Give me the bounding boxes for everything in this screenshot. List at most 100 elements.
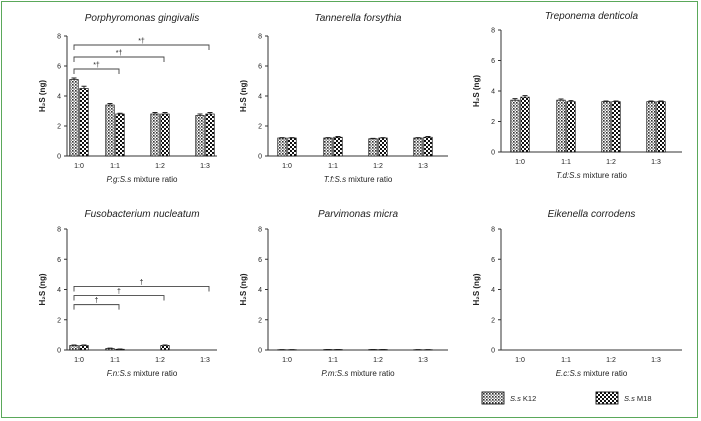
y-tick-label: 0	[258, 348, 262, 355]
chart-title: Treponema denticola	[545, 11, 639, 22]
error-bar	[71, 77, 77, 80]
chart-title: Eikenella corrodens	[548, 209, 636, 220]
y-tick-label: 2	[258, 317, 262, 324]
y-tick-label: 2	[491, 317, 495, 324]
significance-label: *†	[116, 50, 123, 57]
x-tick-label: 1:3	[200, 163, 210, 170]
error-bar	[207, 112, 213, 114]
error-bar	[81, 85, 87, 89]
x-tick-label: 1:0	[515, 357, 525, 364]
x-tick-label: 1:2	[373, 163, 383, 170]
y-tick-label: 6	[258, 64, 262, 71]
x-tick-label: 1:2	[373, 357, 383, 364]
error-bar	[658, 100, 664, 102]
x-tick-label: 1:3	[200, 357, 210, 364]
x-tick-label: 1:1	[328, 163, 338, 170]
y-tick-label: 0	[258, 154, 262, 161]
significance-label: *†	[93, 62, 100, 69]
y-tick-label: 0	[491, 348, 495, 355]
x-tick-label: 1:1	[328, 357, 338, 364]
significance-bracket	[73, 44, 210, 50]
x-tick-label: 1:0	[74, 357, 84, 364]
x-axis-label: T.d:S.s mixture ratio	[556, 171, 627, 180]
bar-s-s-m18-1-3	[656, 101, 666, 153]
y-tick-label: 4	[491, 89, 495, 96]
y-tick-label: 4	[258, 94, 262, 101]
y-tick-label: 0	[57, 154, 61, 161]
error-bar	[603, 100, 609, 102]
significance-bracket	[73, 304, 120, 310]
error-bar	[162, 112, 168, 114]
bar-s-s-m18-1-2	[611, 101, 621, 153]
bar-s-s-m18-1-3	[423, 136, 433, 157]
error-bar	[522, 95, 528, 98]
chart-parvimonas-micra: Parvimonas micra 0 2 4 6 8 H₂S (ng) 1:0 1:1 1:2 1:…	[239, 209, 448, 378]
significance-bracket	[73, 295, 165, 301]
y-tick-label: 4	[491, 287, 495, 294]
bar-s-s-m18-1-2	[160, 345, 170, 351]
y-tick-label: 2	[57, 317, 61, 324]
significance-bracket	[73, 56, 165, 62]
bar-s-s-m18-1-3	[205, 113, 215, 157]
bar-s-s-m18-1-1	[115, 113, 125, 157]
y-tick-label: 6	[57, 64, 61, 71]
y-axis-label: H₂S (ng)	[38, 273, 47, 305]
y-axis-label: H₂S (ng)	[38, 80, 47, 112]
bar-s-s-k12-1-0	[69, 79, 79, 157]
x-tick-label: 1:2	[155, 163, 165, 170]
bar-s-s-k12-1-1	[323, 137, 333, 157]
legend-item-s-s-m18: S.s M18	[595, 391, 652, 405]
x-tick-label: 1:0	[74, 163, 84, 170]
y-tick-label: 6	[491, 58, 495, 65]
bar-s-s-k12-1-1	[105, 348, 115, 351]
error-bar	[107, 103, 113, 105]
x-tick-label: 1:0	[515, 159, 525, 166]
y-tick-label: 8	[57, 34, 61, 41]
significance-label: †	[117, 289, 121, 296]
chart-eikenella-corrodens: Eikenella corrodens 0 2 4 6 8 H₂S (ng) 1:0 1:1 1:…	[472, 209, 682, 378]
bar-s-s-k12-1-1	[105, 104, 115, 157]
x-tick-label: 1:3	[651, 159, 661, 166]
legend: S.s K12 S.s M18	[481, 391, 652, 405]
bar-s-s-m18-1-0	[520, 96, 530, 153]
y-axis-label: H₂S (ng)	[472, 75, 481, 107]
x-tick-label: 1:3	[418, 357, 428, 364]
bar-s-s-m18-1-2	[160, 113, 170, 157]
chart-tannerella-forsythia: Tannerella forsythia 0 2 4 6 8 H₂S (ng) 1:0 1:1 1…	[239, 13, 448, 184]
bar-s-s-m18-1-0	[287, 137, 297, 157]
y-tick-label: 6	[57, 257, 61, 264]
error-bar	[425, 136, 431, 138]
bar-s-s-k12-1-1	[556, 99, 566, 153]
x-tick-label: 1:0	[282, 163, 292, 170]
y-axis-label: H₂S (ng)	[472, 273, 481, 305]
x-tick-label: 1:2	[606, 159, 616, 166]
legend-label: S.s K12	[510, 394, 536, 403]
bar-s-s-k12-1-2	[368, 138, 378, 157]
x-axis-label: P.g:S.s mixture ratio	[107, 175, 179, 184]
chart-fusobacterium-nucleatum: Fusobacterium nucleatum 0 2 4 6 8 H₂S (ng) 1:0 1…	[38, 209, 217, 378]
legend-swatch	[595, 391, 619, 405]
error-bar	[613, 100, 619, 102]
bar-s-s-k12-1-2	[150, 113, 160, 157]
y-tick-label: 6	[258, 257, 262, 264]
bar-s-s-k12-1-0	[69, 345, 79, 351]
x-tick-label: 1:1	[110, 357, 120, 364]
y-axis-label: H₂S (ng)	[239, 80, 248, 112]
x-tick-label: 1:1	[110, 163, 120, 170]
y-tick-label: 4	[57, 287, 61, 294]
legend-item-s-s-k12: S.s K12	[481, 391, 536, 405]
x-tick-label: 1:1	[561, 159, 571, 166]
y-tick-label: 2	[491, 119, 495, 126]
x-axis-label: P.m:S.s mixture ratio	[321, 369, 395, 378]
chart-treponema-denticola: Treponema denticola 0 2 4 6 8 H₂S (ng) 1:0 1:1 1:…	[472, 11, 682, 180]
y-tick-label: 8	[491, 227, 495, 234]
error-bar	[152, 112, 158, 114]
bar-s-s-m18-1-0	[79, 88, 89, 157]
y-tick-label: 8	[491, 28, 495, 35]
chart-title: Fusobacterium nucleatum	[84, 209, 199, 220]
x-tick-label: 1:3	[418, 163, 428, 170]
chart-title: Tannerella forsythia	[315, 13, 402, 24]
x-tick-label: 1:0	[282, 357, 292, 364]
